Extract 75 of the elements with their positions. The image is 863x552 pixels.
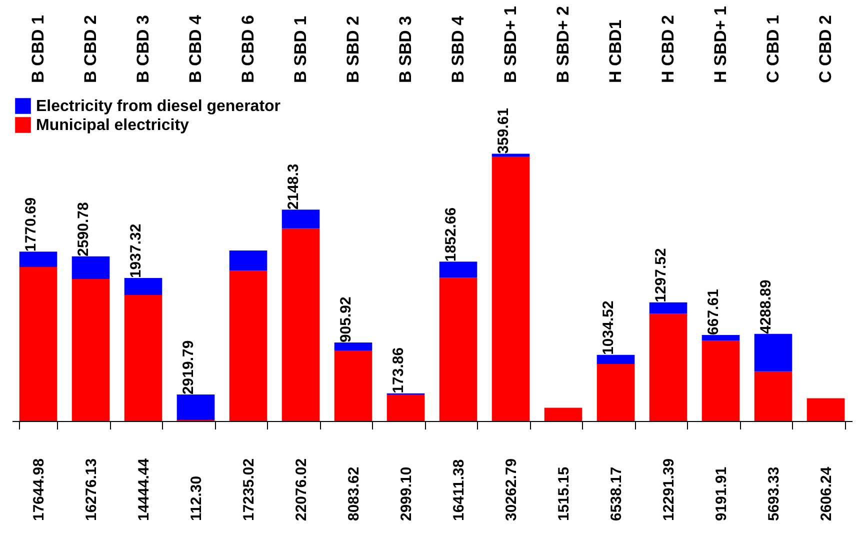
bar: [72, 256, 110, 279]
x-tick-label: H CBD1: [606, 20, 625, 83]
data-label: 2919.79: [180, 340, 197, 395]
data-label: 173.86: [390, 347, 407, 394]
data-label: 16276.13: [82, 458, 100, 521]
legend-label: Municipal electricity: [36, 117, 190, 134]
data-label: 1515.15: [555, 466, 572, 521]
data-label: 17644.98: [30, 458, 48, 521]
x-tick-label: B SBD+ 2: [553, 6, 572, 83]
bar: [806, 398, 845, 421]
x-tick-label: B SBD 4: [448, 15, 468, 83]
x-tick-label: B SBD 2: [343, 16, 362, 83]
x-tick-label: H CBD 2: [658, 14, 678, 83]
x-tick-label: B SBD 3: [396, 16, 415, 83]
data-label: 8083.62: [345, 466, 362, 521]
bar: [176, 394, 215, 420]
data-label: 2999.10: [398, 466, 415, 521]
data-label: 1770.69: [22, 197, 40, 252]
bar: [702, 340, 740, 421]
data-label: 9191.91: [712, 466, 730, 521]
bar: [439, 278, 478, 421]
data-label: 1852.66: [442, 207, 460, 262]
bar: [649, 302, 688, 314]
data-label: 5693.33: [765, 466, 782, 521]
bar: [702, 334, 740, 341]
bar: [492, 156, 530, 421]
bar: [229, 250, 268, 271]
x-tick-label: H SBD+ 1: [710, 6, 730, 83]
bar: [492, 154, 530, 157]
data-label: 1034.52: [600, 300, 617, 355]
data-label: 16411.38: [450, 459, 468, 521]
bar: [282, 210, 320, 228]
x-tick-label: C CBD 1: [763, 14, 782, 83]
bar: [19, 252, 58, 268]
legend-label: Electricity from diesel generator: [36, 98, 281, 115]
data-label: 22076.02: [292, 458, 310, 521]
data-label: 4288.89: [757, 280, 774, 334]
bar: [229, 270, 268, 421]
bar: [754, 334, 792, 372]
bar: [386, 394, 425, 421]
data-label: 12291.39: [660, 458, 678, 521]
bar: [72, 278, 110, 421]
data-label: 1297.52: [652, 248, 670, 302]
x-tick-label: B CBD 3: [133, 14, 152, 83]
bar: [334, 350, 372, 421]
data-label: 359.61: [494, 108, 512, 154]
x-tick-label: B SBD+ 1: [500, 6, 520, 83]
data-label: 1937.32: [127, 224, 144, 278]
bar: [754, 371, 792, 421]
data-label: 2606.24: [818, 466, 835, 521]
bar: [649, 314, 688, 421]
x-tick-label: B CBD 4: [186, 14, 205, 83]
data-label: 14444.44: [135, 458, 152, 521]
x-tick-label: B CBD 1: [28, 14, 48, 83]
x-tick-label: C CBD 2: [816, 14, 835, 83]
data-label: 17235.02: [240, 458, 258, 521]
data-label: 2590.78: [74, 202, 92, 256]
data-label: 112.30: [188, 476, 205, 521]
data-label: 2148.3: [284, 164, 302, 210]
bar: [124, 278, 162, 295]
bar: [596, 364, 635, 421]
bar: [282, 228, 320, 421]
x-tick-label: B CBD 2: [80, 14, 100, 83]
bar: [544, 408, 582, 421]
bar: [19, 267, 58, 421]
data-label: 30262.79: [502, 458, 520, 521]
bar: [596, 354, 635, 364]
bar: [439, 262, 478, 278]
bar: [124, 294, 162, 421]
data-label: 667.61: [704, 289, 722, 335]
bar: [334, 342, 372, 350]
x-tick-label: B CBD 6: [238, 14, 258, 83]
data-label: 6538.17: [608, 466, 625, 521]
x-tick-label: B SBD 1: [290, 16, 310, 83]
data-label: 905.92: [337, 296, 354, 343]
